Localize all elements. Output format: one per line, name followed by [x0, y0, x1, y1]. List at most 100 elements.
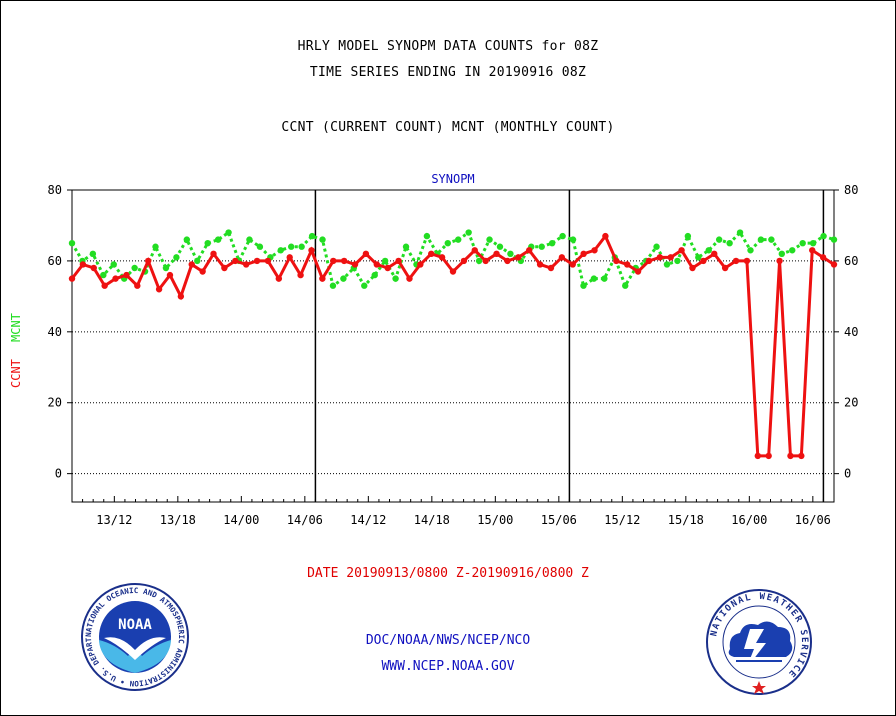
- data-point-ccnt: [449, 268, 457, 275]
- data-point-mcnt: [319, 236, 326, 243]
- data-point-mcnt: [308, 232, 316, 240]
- chart-title: SYNOPM: [431, 172, 474, 186]
- data-point-ccnt: [526, 247, 533, 254]
- data-point-mcnt: [726, 239, 733, 247]
- data-point-ccnt: [253, 257, 261, 265]
- website-label: WWW.NCEP.NOAA.GOV: [381, 659, 515, 674]
- data-point-ccnt: [297, 271, 304, 279]
- data-point-ccnt: [264, 257, 272, 265]
- data-point-ccnt: [471, 247, 478, 254]
- data-point-ccnt: [569, 261, 576, 268]
- data-point-mcnt: [444, 239, 451, 247]
- data-point-mcnt: [475, 257, 483, 265]
- data-point-mcnt: [674, 257, 681, 265]
- data-point-mcnt: [194, 257, 201, 265]
- data-point-mcnt: [340, 275, 347, 282]
- data-point-ccnt: [689, 264, 696, 272]
- data-point-mcnt: [277, 247, 284, 254]
- data-point-mcnt: [152, 243, 159, 250]
- data-point-mcnt: [622, 282, 629, 289]
- data-point-ccnt: [199, 268, 206, 275]
- y-tick-label-right: 20: [844, 396, 858, 410]
- data-point-ccnt: [493, 250, 500, 258]
- data-point-ccnt: [558, 254, 566, 261]
- data-point-mcnt: [580, 282, 587, 289]
- data-point-mcnt: [486, 236, 493, 243]
- data-point-mcnt: [371, 271, 378, 279]
- data-point-mcnt: [246, 236, 253, 243]
- data-point-ccnt: [602, 232, 609, 240]
- data-point-mcnt: [465, 229, 472, 236]
- data-point-mcnt: [507, 250, 514, 258]
- x-tick-label: 14/00: [223, 513, 259, 527]
- x-tick-label: 15/00: [477, 513, 513, 527]
- data-point-mcnt: [455, 236, 462, 243]
- data-point-mcnt: [653, 243, 660, 250]
- data-point-mcnt: [747, 247, 754, 254]
- data-point-ccnt: [351, 261, 359, 268]
- data-point-ccnt: [384, 264, 391, 272]
- data-point-mcnt: [329, 282, 337, 289]
- data-point-ccnt: [417, 261, 424, 268]
- y-tick-label-right: 40: [844, 325, 858, 339]
- data-point-ccnt: [613, 257, 620, 265]
- data-point-mcnt: [361, 282, 368, 289]
- data-point-mcnt: [830, 236, 838, 243]
- data-point-ccnt: [482, 257, 489, 265]
- data-point-ccnt: [830, 261, 838, 268]
- data-point-mcnt: [757, 236, 765, 243]
- data-point-ccnt: [743, 257, 751, 265]
- data-point-mcnt: [68, 239, 76, 247]
- data-point-ccnt: [123, 271, 130, 279]
- data-point-mcnt: [789, 247, 796, 254]
- data-point-ccnt: [721, 264, 729, 272]
- data-point-ccnt: [362, 250, 370, 258]
- chart-title-line1: HRLY MODEL SYNOPM DATA COUNTS for 08Z: [297, 39, 599, 54]
- noaa-logo: NATIONAL OCEANIC AND ATMOSPHERIC ADMINIS…: [80, 582, 189, 691]
- data-point-ccnt: [536, 261, 544, 268]
- data-point-mcnt: [601, 275, 608, 282]
- data-point-mcnt: [684, 232, 692, 240]
- data-point-mcnt: [663, 261, 671, 268]
- data-point-ccnt: [776, 257, 783, 265]
- org-label: DOC/NOAA/NWS/NCEP/NCO: [365, 633, 531, 648]
- data-point-mcnt: [820, 232, 827, 240]
- data-point-ccnt: [319, 275, 326, 282]
- data-point-ccnt: [340, 257, 348, 265]
- data-point-mcnt: [162, 264, 170, 272]
- data-point-mcnt: [100, 271, 107, 279]
- data-point-ccnt: [395, 257, 402, 265]
- data-point-mcnt: [715, 236, 723, 243]
- data-point-ccnt: [210, 250, 217, 258]
- data-point-mcnt: [110, 261, 117, 268]
- data-point-ccnt: [580, 250, 587, 258]
- y-tick-label-left: 0: [55, 467, 62, 481]
- y-tick-label-right: 80: [844, 183, 858, 197]
- data-point-ccnt: [406, 275, 413, 282]
- data-point-ccnt: [591, 247, 598, 254]
- data-point-ccnt: [438, 254, 446, 261]
- y-tick-label-left: 60: [48, 254, 62, 268]
- data-point-ccnt: [112, 275, 119, 282]
- x-tick-label: 14/12: [350, 513, 386, 527]
- data-point-ccnt: [547, 264, 555, 272]
- y-axis-label-ccnt: CCNT: [9, 359, 23, 388]
- noaa-logo-text: NOAA: [118, 617, 152, 633]
- data-point-mcnt: [548, 239, 556, 247]
- data-point-ccnt: [308, 247, 315, 254]
- data-point-ccnt: [286, 254, 293, 261]
- data-point-mcnt: [705, 247, 712, 254]
- x-tick-label: 15/12: [604, 513, 640, 527]
- data-point-mcnt: [183, 236, 191, 243]
- nws-logo: NATIONAL WEATHER SERVICE: [706, 589, 812, 695]
- data-point-ccnt: [634, 268, 642, 275]
- data-point-ccnt: [645, 257, 653, 265]
- data-point-mcnt: [256, 243, 264, 250]
- data-point-ccnt: [798, 452, 805, 460]
- y-tick-label-right: 60: [844, 254, 858, 268]
- data-point-ccnt: [155, 286, 163, 293]
- x-tick-label: 14/06: [287, 513, 323, 527]
- y-axis-label-mcnt: MCNT: [9, 313, 23, 342]
- data-point-ccnt: [373, 261, 380, 268]
- y-tick-label-left: 40: [48, 325, 62, 339]
